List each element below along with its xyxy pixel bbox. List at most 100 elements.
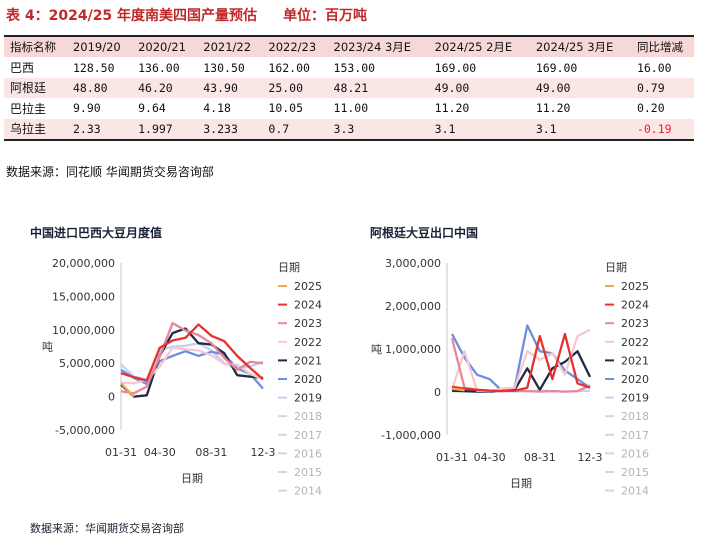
legend-item: 2018	[294, 410, 322, 423]
y-tick-label: 15,000,000	[52, 290, 115, 303]
table-title: 表 4：2024/25 年度南美四国产量预估 单位：百万吨	[6, 5, 367, 25]
table-cell: 3.1	[529, 118, 631, 141]
y-tick-label: -5,000,000	[55, 424, 115, 437]
x-tick-label: 01-31	[436, 451, 468, 464]
table-cell: 48.21	[327, 77, 429, 99]
x-axis-label: 日期	[510, 477, 532, 490]
table-row: 巴拉圭 9.90 9.64 4.18 10.05 11.00 11.20 11.…	[4, 98, 694, 118]
table-cell: 阿根廷	[4, 77, 67, 99]
legend-item: 2015	[621, 466, 649, 479]
legend-item: 2024	[294, 299, 322, 312]
table-header-row: 指标名称 2019/20 2020/21 2021/22 2022/23 202…	[4, 37, 694, 58]
table-row: 乌拉圭 2.33 1.997 3.233 0.7 3.3 3.1 3.1 -0.…	[4, 118, 694, 141]
legend-item: 2022	[621, 336, 649, 349]
legend-item: 2017	[294, 429, 322, 442]
legend-item: 2018	[621, 410, 649, 423]
table-cell: 11.00	[333, 101, 369, 116]
legend-item: 2025	[621, 280, 649, 293]
table-cell: 136.00	[138, 60, 180, 75]
table-cell: 49.00	[428, 77, 530, 99]
series-line-2020	[120, 350, 264, 390]
x-tick-label: 08-31	[524, 451, 556, 464]
table-cell: 11.20	[434, 101, 470, 116]
table-cell-negative: -0.19	[630, 118, 694, 141]
header-cell: 2024/25 3月E	[529, 37, 631, 58]
series-line-2021	[120, 327, 264, 398]
table-unit: 单位：百万吨	[283, 8, 368, 24]
table-cell: 130.50	[203, 60, 245, 75]
y-axis-label: 吨	[371, 343, 382, 356]
legend-item: 2021	[621, 354, 649, 367]
y-tick-label: -1,000,000	[381, 429, 441, 442]
x-tick-label: 04-30	[144, 446, 176, 459]
table-cell: 1.997	[132, 118, 198, 141]
legend-item: 2014	[621, 485, 649, 498]
legend-item: 2024	[621, 299, 649, 312]
legend-item: 2019	[621, 392, 649, 405]
production-table: 指标名称 2019/20 2020/21 2021/22 2022/23 202…	[4, 37, 694, 141]
table-top-rule	[4, 35, 694, 37]
header-cell: 同比增减	[630, 37, 694, 58]
table-cell: 9.64	[138, 101, 166, 116]
x-axis-label: 日期	[181, 472, 203, 485]
y-tick-label: 1,000,000	[385, 343, 441, 356]
table-cell: 乌拉圭	[4, 118, 67, 141]
header-cell: 2020/21	[132, 37, 198, 58]
legend-item: 2025	[294, 280, 322, 293]
source-note-bottom: 数据来源：华闻期货交易咨询部	[30, 522, 184, 535]
series-line-2025	[451, 387, 465, 392]
y-tick-label: 0	[434, 386, 441, 399]
table-cell: 2.33	[66, 118, 133, 141]
table-cell: 162.00	[268, 60, 310, 75]
legend-item: 2023	[621, 317, 649, 330]
header-cell: 2024/25 2月E	[428, 37, 530, 58]
table-cell: 153.00	[333, 60, 376, 75]
chart-title-brazil: 中国进口巴西大豆月度值	[30, 226, 163, 240]
series-line-2023	[120, 321, 264, 395]
table-cell: 0.7	[262, 118, 328, 141]
legend-item: 2016	[294, 447, 322, 460]
legend-item: 2015	[294, 466, 322, 479]
table-cell: 128.50	[72, 60, 115, 75]
table-cell: 巴西	[10, 61, 35, 76]
table-row: 阿根廷 48.80 46.20 43.90 25.00 48.21 49.00 …	[4, 77, 694, 99]
table-cell: 0.20	[636, 101, 665, 116]
y-tick-label: 0	[108, 391, 115, 404]
legend-item: 2021	[294, 354, 322, 367]
table-cell: 46.20	[132, 77, 198, 99]
table-cell: 0.79	[630, 77, 694, 99]
table-cell: 49.00	[529, 77, 631, 99]
y-tick-label: 2,000,000	[385, 300, 441, 313]
legend-item: 2014	[294, 485, 322, 498]
legend-item: 2017	[621, 429, 649, 442]
table-cell: 3.1	[428, 118, 530, 141]
table-title-text: 表 4：2024/25 年度南美四国产量预估	[6, 8, 258, 24]
legend-item: 2023	[294, 317, 322, 330]
table-cell: 3.233	[197, 118, 263, 141]
legend-title: 日期	[278, 261, 300, 274]
header-cell: 2021/22	[197, 37, 263, 58]
table-cell: 3.3	[327, 118, 429, 141]
series-line-2024	[451, 332, 591, 393]
legend-item: 2019	[294, 392, 322, 405]
y-tick-label: 20,000,000	[52, 257, 115, 270]
x-tick-label: 12-3	[251, 446, 276, 459]
series-line-2021	[451, 350, 592, 393]
y-tick-label: 5,000,000	[59, 357, 115, 370]
source-note-top: 数据来源：同花顺 华闻期货交易咨询部	[6, 165, 214, 179]
table-cell: 9.90	[72, 101, 101, 116]
x-tick-label: 04-30	[474, 451, 506, 464]
brazil-import-chart: -5,000,000 0 5,000,000 10,000,000 15,000,000…	[42, 257, 322, 498]
y-tick-label: 3,000,000	[385, 257, 441, 270]
table-cell: 16.00	[636, 60, 672, 75]
table-cell: 11.20	[535, 101, 571, 116]
table-row: 巴西 128.50 136.00 130.50 162.00 153.00 16…	[4, 57, 694, 77]
table-cell: 43.90	[197, 77, 263, 99]
legend-item: 2016	[621, 447, 649, 460]
header-cell: 2023/24 3月E	[327, 37, 429, 58]
chart-title-argentina: 阿根廷大豆出口中国	[370, 226, 479, 240]
legend-item: 2020	[294, 373, 322, 386]
series-line-2025	[120, 382, 135, 398]
x-tick-label: 01-31	[105, 446, 137, 459]
table-cell: 巴拉圭	[10, 101, 47, 116]
